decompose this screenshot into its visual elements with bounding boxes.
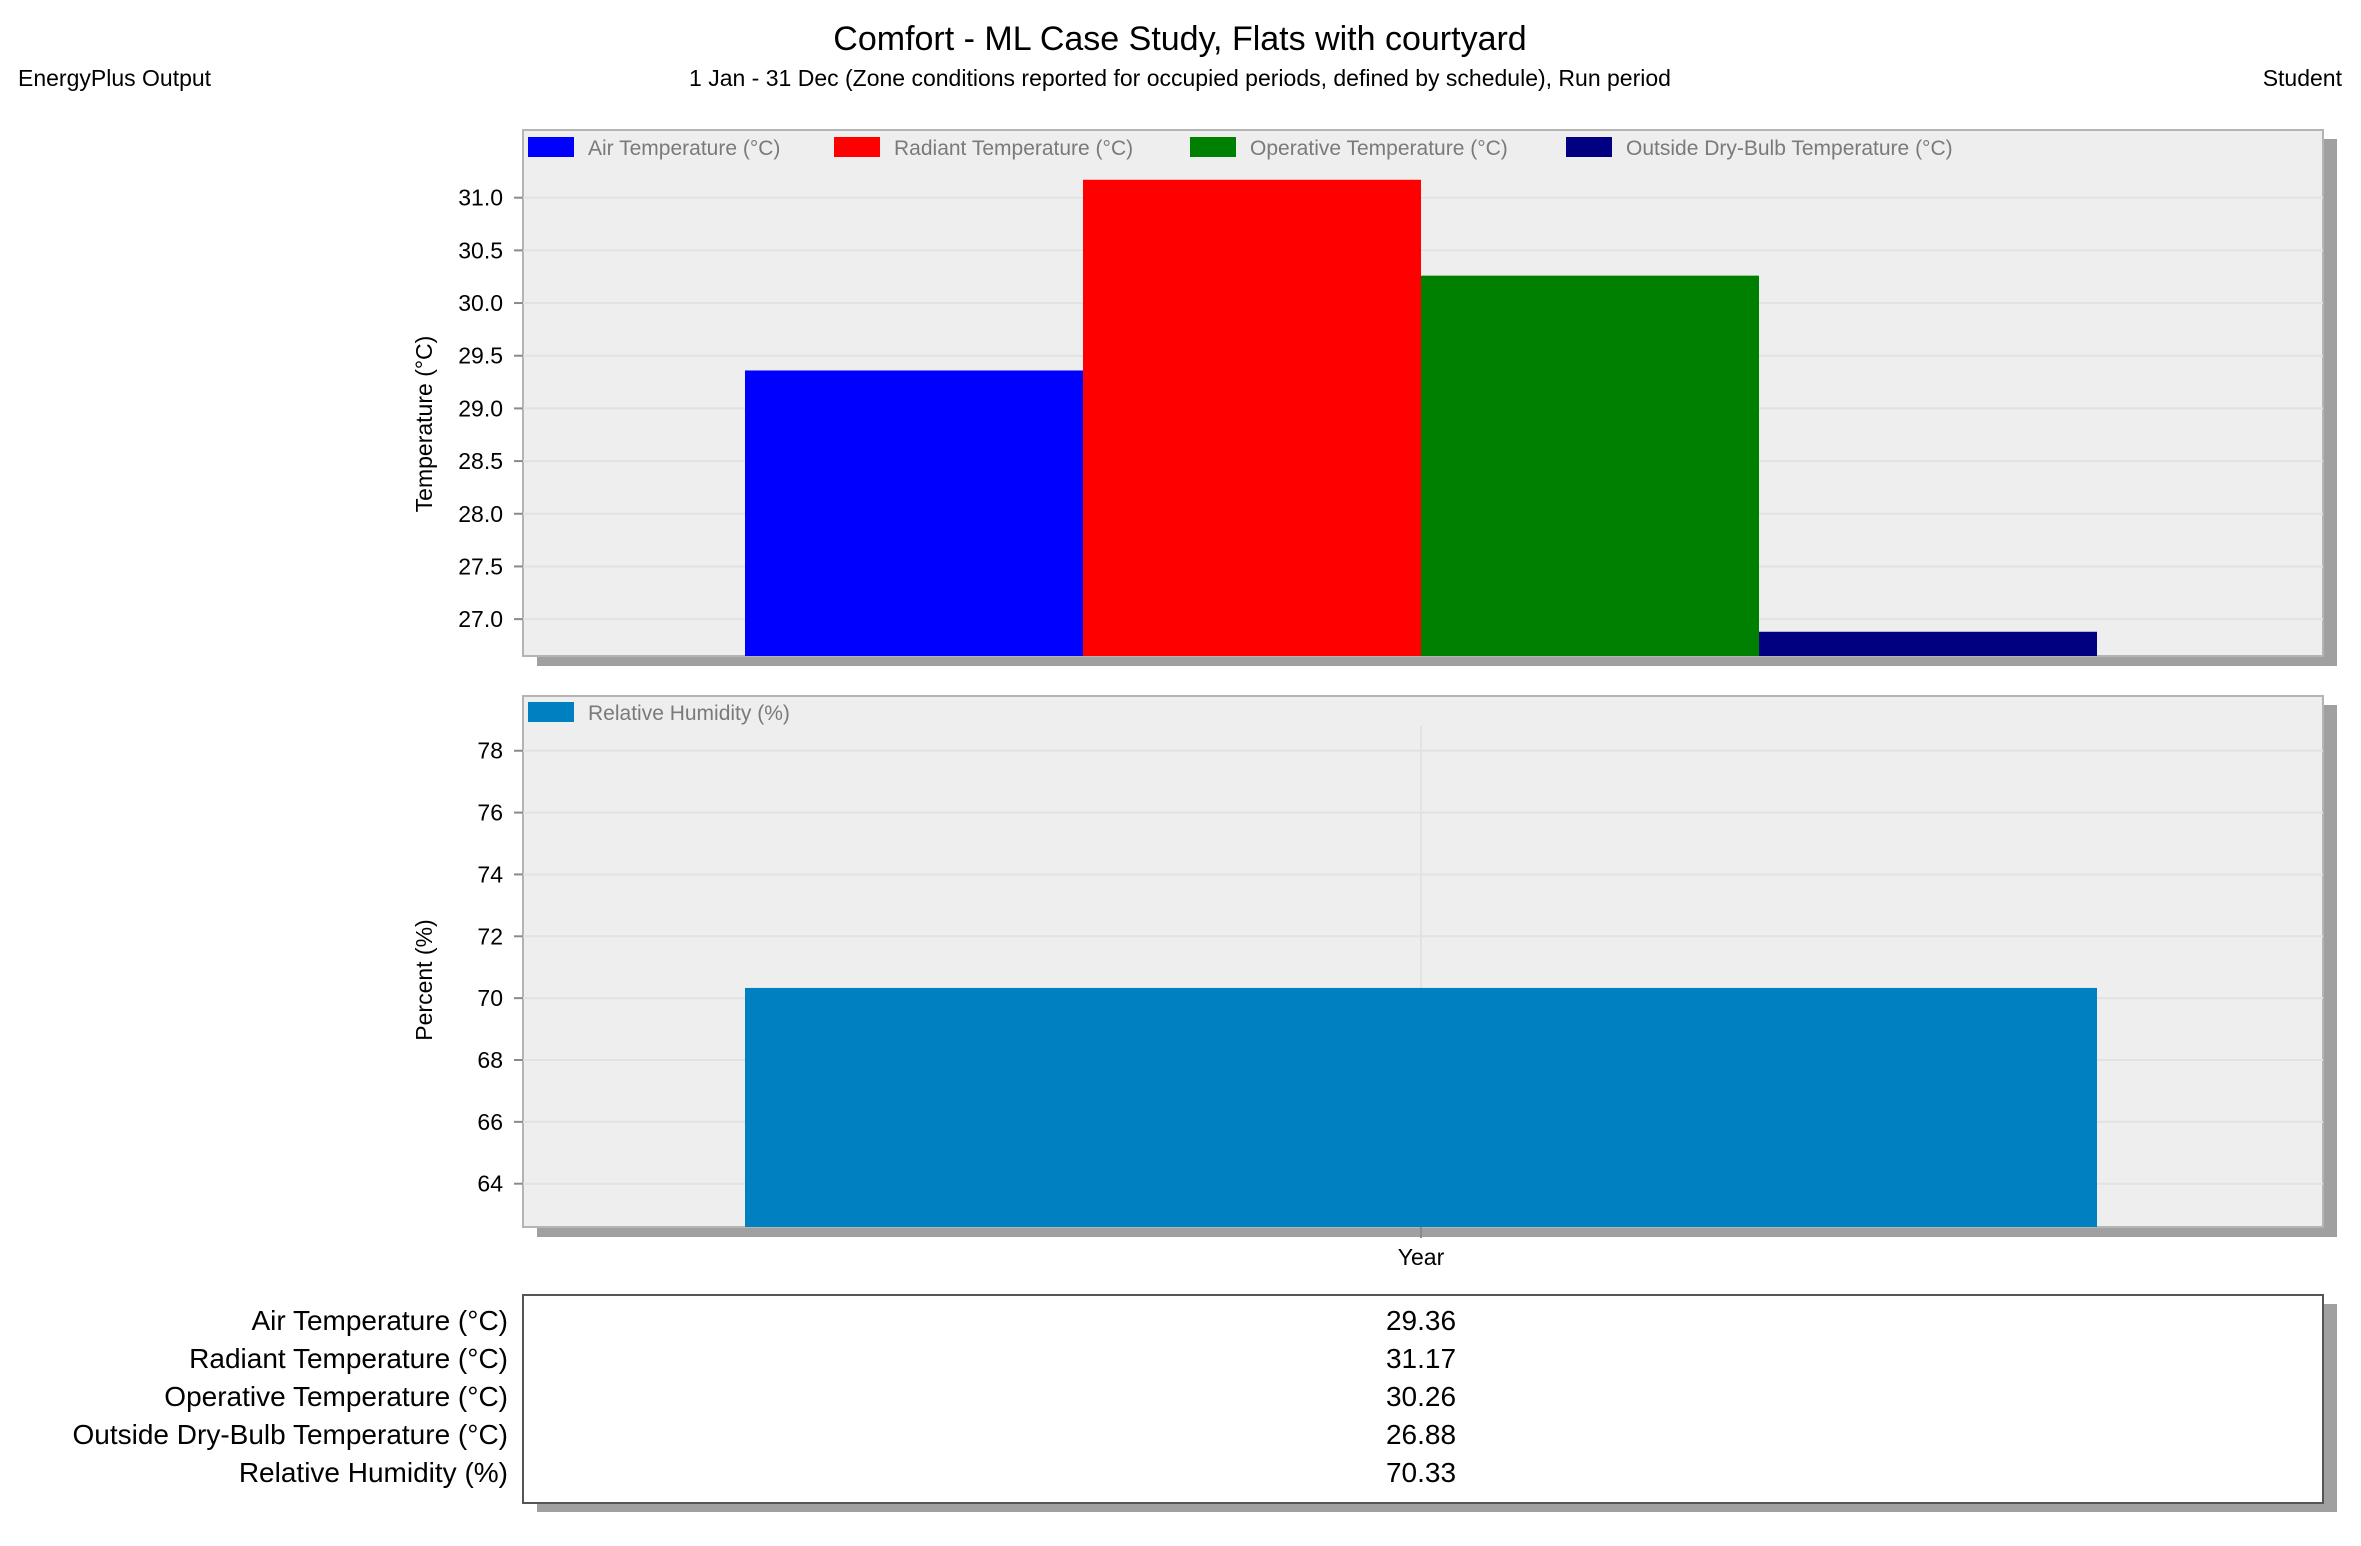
bars — [745, 987, 2097, 1227]
y-tick-label: 68 — [477, 1047, 503, 1073]
y-tick-label: 27.5 — [458, 553, 503, 579]
table-row-value: 30.26 — [1386, 1381, 1456, 1412]
y-tick-label: 27.0 — [458, 606, 503, 632]
y-tick-label: 76 — [477, 800, 503, 826]
table-frame — [522, 1294, 2324, 1504]
y-tick-label: 64 — [477, 1171, 503, 1197]
table-row-label: Air Temperature (°C) — [251, 1305, 508, 1336]
summary-table: Air Temperature (°C) 29.36 Radiant Tempera… — [73, 1294, 2337, 1512]
table-row-value: 26.88 — [1386, 1419, 1456, 1450]
legend-entry: Air Temperature (°C) — [588, 137, 780, 160]
temperature-panel: 27.0 27.5 28.0 28.5 29.0 29.5 30.0 30.5 31.0 Air… — [411, 129, 2337, 666]
legend-swatch — [528, 137, 574, 157]
y-tick-label: 72 — [477, 923, 503, 949]
table-row-value: 31.17 — [1386, 1343, 1456, 1374]
user-label: Student — [2263, 65, 2343, 91]
source-label: EnergyPlus Output — [18, 65, 212, 91]
x-tick-label: Year — [1398, 1244, 1445, 1270]
bars — [745, 179, 2097, 656]
y-axis-label: Temperature (°C) — [411, 336, 437, 513]
y-tick-label: 74 — [477, 861, 503, 887]
legend-entry: Outside Dry-Bulb Temperature (°C) — [1626, 137, 1953, 160]
legend: Air Temperature (°C) Radiant Temperature … — [528, 137, 1953, 160]
chart-subtitle: 1 Jan - 31 Dec (Zone conditions reported… — [689, 65, 1671, 91]
legend-swatch — [834, 137, 880, 157]
y-tick-label: 78 — [477, 738, 503, 764]
y-tick-label: 30.0 — [458, 290, 503, 316]
table-row-label: Outside Dry-Bulb Temperature (°C) — [73, 1419, 509, 1450]
y-tick-label: 66 — [477, 1109, 503, 1135]
legend-entry: Operative Temperature (°C) — [1250, 137, 1508, 160]
table-rows: Air Temperature (°C) 29.36 Radiant Tempera… — [73, 1305, 1457, 1488]
y-tick-labels: 27.0 27.5 28.0 28.5 29.0 29.5 30.0 30.5 31.0 — [458, 185, 523, 632]
y-tick-label: 30.5 — [458, 237, 503, 263]
y-tick-label: 70 — [477, 985, 503, 1011]
y-tick-labels: 64 66 68 70 72 74 76 78 — [477, 738, 523, 1197]
table-row-value: 29.36 — [1386, 1305, 1456, 1336]
y-tick-label: 28.5 — [458, 448, 503, 474]
table-row-value: 70.33 — [1386, 1457, 1456, 1488]
chart-title: Comfort - ML Case Study, Flats with cour… — [833, 20, 1526, 58]
legend-swatch — [1190, 137, 1236, 157]
table-row-label: Radiant Temperature (°C) — [189, 1343, 508, 1374]
humidity-panel: 64 66 68 70 72 74 76 78 Relative Humidity (%) P… — [411, 695, 2337, 1270]
table-row-label: Operative Temperature (°C) — [164, 1381, 508, 1412]
bar-air-temperature-c — [745, 370, 1083, 656]
legend-swatch — [528, 702, 574, 722]
y-tick-label: 29.5 — [458, 343, 503, 369]
y-tick-label: 31.0 — [458, 185, 503, 211]
legend-swatch — [1566, 137, 1612, 157]
legend-entry: Relative Humidity (%) — [588, 702, 790, 725]
table-row-label: Relative Humidity (%) — [239, 1457, 508, 1488]
bar-operative-temperature-c — [1421, 275, 1759, 656]
y-tick-label: 29.0 — [458, 395, 503, 421]
legend-entry: Radiant Temperature (°C) — [894, 137, 1133, 160]
legend: Relative Humidity (%) — [528, 702, 790, 725]
bar-radiant-temperature-c — [1083, 179, 1421, 656]
y-axis-label: Percent (%) — [411, 919, 437, 1040]
bar-outside-dry-bulb-temperature-c — [1759, 631, 2097, 656]
bar-relative-humidity — [745, 987, 2097, 1227]
y-tick-label: 28.0 — [458, 501, 503, 527]
